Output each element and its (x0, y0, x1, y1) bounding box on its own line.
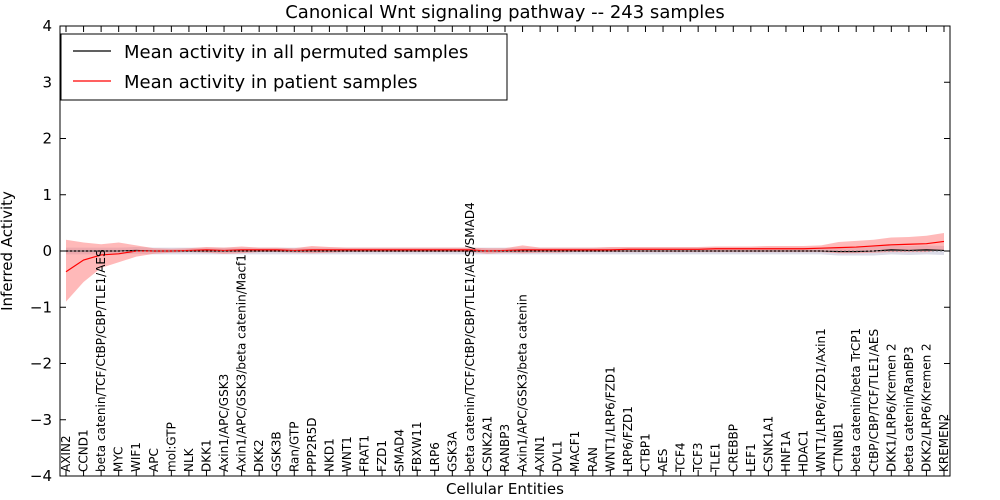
x-tick-label: DKK1 (199, 439, 213, 472)
x-tick-label: AXIN1 (533, 435, 547, 472)
x-tick-label: beta catenin/TCF/CtBP/CBP/TLE1/AES (94, 249, 108, 472)
x-tick-label: TLE1 (709, 443, 723, 473)
x-tick-label: PPP2R5D (305, 417, 319, 472)
y-tick-label: 3 (42, 73, 52, 91)
x-tick-label: MACF1 (568, 431, 582, 472)
x-tick-label: SMAD4 (393, 429, 407, 472)
legend-entry-permuted: Mean activity in all permuted samples (124, 42, 468, 63)
x-tick-label: CSNK2A1 (480, 416, 494, 472)
x-tick-label: FBXW11 (410, 422, 424, 473)
y-tick-label: 4 (42, 17, 52, 35)
x-tick-label: WNT1/LRP6/FZD1 (603, 366, 617, 472)
x-tick-label: DKK2 (252, 439, 266, 472)
legend-box (60, 33, 508, 101)
x-tick-label: beta catenin/TCF/CtBP/CBP/TLE1/AES/SMAD4 (463, 202, 477, 472)
x-tick-label: LRP6/FZD1 (621, 406, 635, 472)
y-tick-label: −2 (30, 355, 52, 373)
series-line-patient (65, 240, 945, 273)
x-tick-label: CtBP/CBP/TCF/TLE1/AES (867, 329, 881, 472)
x-tick-label: NLK (182, 447, 196, 472)
x-axis-ticks: AXIN2 CCND1 beta catenin/TCF/CtBP/CBP/TLE1… (59, 26, 951, 476)
x-tick-label: KREMEN2 (937, 414, 951, 472)
x-tick-label: FRAT1 (358, 435, 372, 472)
x-tick-label: mol:GTP (164, 422, 178, 472)
x-tick-label: HNF1A (779, 430, 793, 472)
x-tick-label: GSK3B (270, 431, 284, 472)
x-tick-label: MYC (112, 447, 126, 472)
x-tick-label: GSK3A (445, 431, 459, 472)
x-tick-label: HDAC1 (797, 430, 811, 472)
x-tick-label: CSNK1A1 (761, 416, 775, 472)
x-tick-label: APC (147, 448, 161, 472)
y-tick-label: −3 (30, 411, 52, 429)
y-tick-label: 2 (42, 130, 52, 148)
x-tick-label: WIF1 (129, 442, 143, 472)
x-tick-label: TCF3 (691, 442, 705, 473)
y-tick-label: 0 (42, 242, 52, 260)
y-tick-label: −1 (30, 298, 52, 316)
x-tick-label: DKK1/LRP6/Kremen 2 (884, 343, 898, 472)
y-axis-label: Inferred Activity (0, 191, 16, 311)
legend: Mean activity in all permuted samples Me… (60, 33, 508, 101)
y-tick-label: 1 (42, 186, 52, 204)
x-tick-label: LEF1 (744, 443, 758, 472)
x-tick-label: WNT1 (340, 436, 354, 472)
x-tick-label: beta catenin/beta TrCP1 (849, 328, 863, 472)
x-tick-label: FZD1 (375, 440, 389, 472)
x-tick-label: TCF4 (674, 442, 688, 473)
y-axis-ticks: −4 −3 −2 −1 0 1 2 3 4 (30, 17, 950, 485)
x-tick-label: Axin1/APC/GSK3/beta catenin (516, 294, 530, 472)
x-tick-label: CTBP1 (638, 433, 652, 472)
chart-title: Canonical Wnt signaling pathway -- 243 s… (285, 2, 725, 23)
legend-entry-patient: Mean activity in patient samples (124, 72, 418, 93)
x-tick-label: Axin1/APC/GSK3 (217, 374, 231, 472)
x-tick-label: WNT1/LRP6/FZD1/Axin1 (814, 328, 828, 472)
x-tick-label: Axin1/APC/GSK3/beta catenin/Macf1 (235, 254, 249, 472)
x-tick-label: AXIN2 (59, 435, 73, 472)
x-tick-label: AES (656, 449, 670, 472)
x-tick-label: RANBP3 (498, 424, 512, 472)
x-tick-label: beta catenin/RanBP3 (902, 346, 916, 472)
y-tick-label: −4 (30, 467, 52, 485)
x-axis-label: Cellular Entities (446, 480, 564, 498)
x-tick-label: LRP6 (428, 442, 442, 472)
x-tick-label: Ran/GTP (287, 421, 301, 472)
x-tick-label: CREBBP (726, 424, 740, 472)
x-tick-label: CCND1 (77, 429, 91, 472)
x-tick-label: CTNNB1 (832, 422, 846, 472)
x-tick-label: RAN (586, 447, 600, 472)
x-tick-label: DKK2/LRP6/Kremen 2 (919, 343, 933, 472)
x-tick-label: NKD1 (322, 438, 336, 472)
x-tick-label: DVL1 (551, 440, 565, 472)
